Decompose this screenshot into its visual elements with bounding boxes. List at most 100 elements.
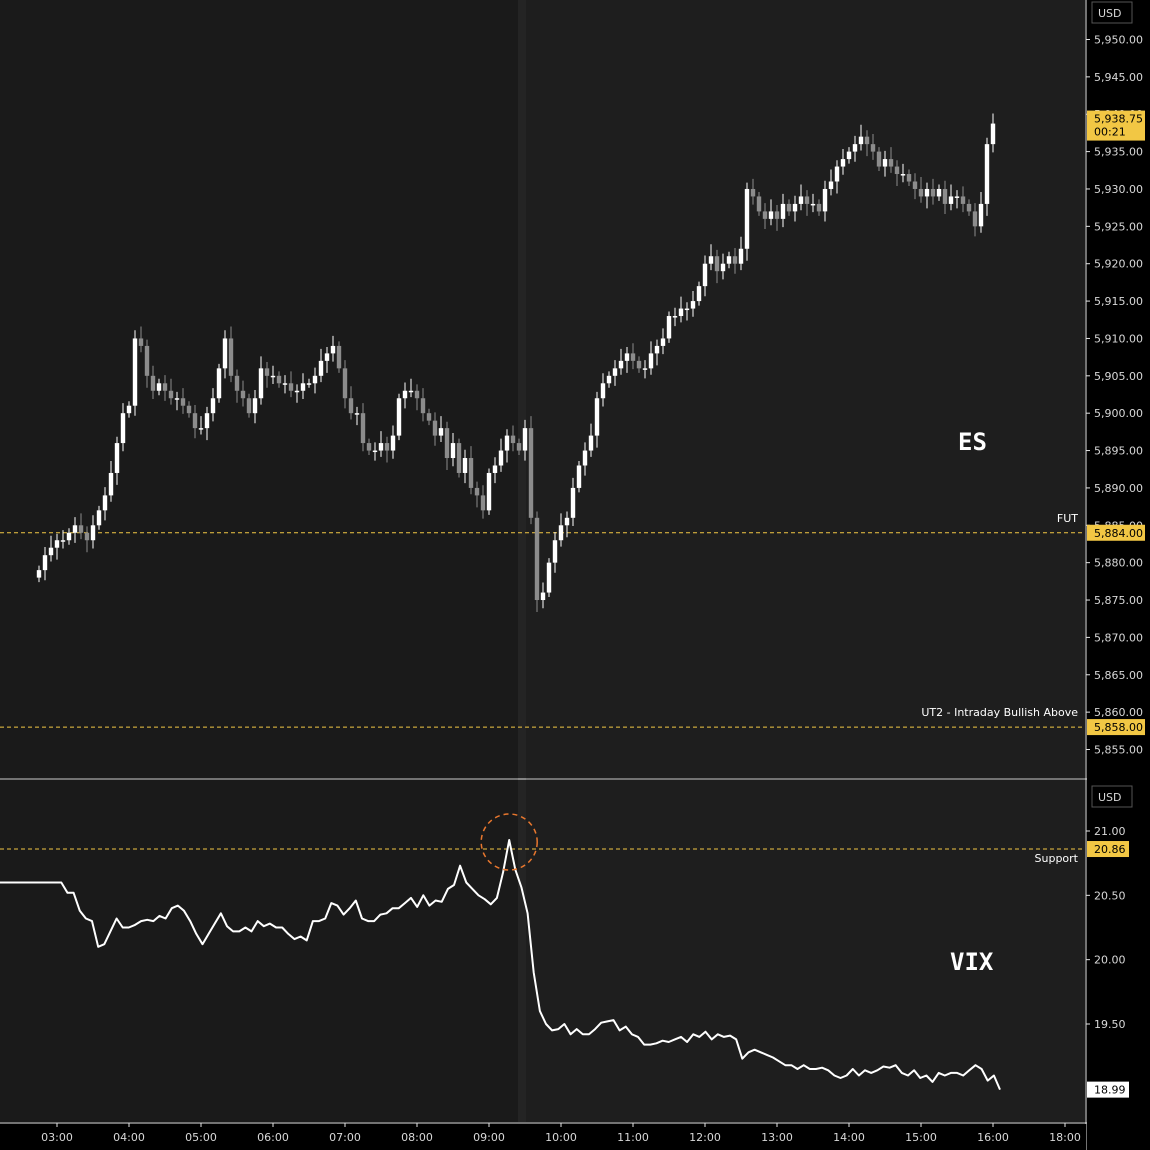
es-candle[interactable]	[348, 398, 354, 414]
es-candle[interactable]	[666, 316, 672, 339]
es-candle[interactable]	[570, 487, 576, 518]
es-candle[interactable]	[156, 383, 162, 391]
es-candle[interactable]	[744, 188, 750, 249]
es-candle[interactable]	[732, 256, 738, 264]
es-candle[interactable]	[192, 413, 198, 429]
es-candles[interactable]	[36, 113, 996, 612]
es-candle[interactable]	[378, 443, 384, 451]
es-candle[interactable]	[876, 151, 882, 167]
es-candle[interactable]	[114, 443, 120, 473]
es-candle[interactable]	[372, 450, 378, 453]
es-candle[interactable]	[432, 420, 438, 436]
es-candle[interactable]	[426, 413, 432, 421]
es-candle[interactable]	[174, 398, 180, 400]
es-candle[interactable]	[936, 188, 942, 197]
es-candle[interactable]	[240, 390, 246, 399]
es-candle[interactable]	[264, 368, 270, 376]
es-candle[interactable]	[858, 136, 864, 145]
es-candle[interactable]	[690, 301, 696, 309]
es-candle[interactable]	[162, 383, 168, 391]
es-candle[interactable]	[702, 263, 708, 287]
es-candle[interactable]	[258, 368, 264, 399]
es-candle[interactable]	[84, 532, 90, 541]
es-candle[interactable]	[54, 540, 60, 548]
es-candle[interactable]	[474, 487, 480, 496]
es-candle[interactable]	[864, 136, 870, 145]
es-candle[interactable]	[870, 144, 876, 152]
es-candle[interactable]	[816, 203, 822, 212]
es-candle[interactable]	[966, 203, 972, 212]
es-candle[interactable]	[144, 345, 150, 376]
es-candle[interactable]	[450, 443, 456, 459]
es-candle[interactable]	[270, 375, 276, 378]
es-candle[interactable]	[366, 443, 372, 451]
es-candle[interactable]	[942, 188, 948, 204]
es-candle[interactable]	[96, 510, 102, 526]
es-candle[interactable]	[342, 368, 348, 399]
es-candle[interactable]	[720, 263, 726, 272]
vix-line[interactable]	[0, 839, 1001, 1090]
es-candle[interactable]	[456, 443, 462, 473]
es-candle[interactable]	[810, 203, 816, 206]
es-candle[interactable]	[834, 166, 840, 182]
es-candle[interactable]	[396, 398, 402, 436]
currency-box[interactable]	[1091, 785, 1133, 808]
es-candle[interactable]	[354, 413, 360, 415]
es-candle[interactable]	[390, 435, 396, 451]
es-candle[interactable]	[408, 390, 414, 393]
es-candle[interactable]	[504, 435, 510, 451]
es-candle[interactable]	[210, 398, 216, 414]
last-price-tag[interactable]	[1087, 110, 1145, 141]
es-candle[interactable]	[576, 465, 582, 488]
es-candle[interactable]	[654, 345, 660, 354]
es-candle[interactable]	[222, 338, 228, 369]
es-candle[interactable]	[600, 383, 606, 399]
es-candle[interactable]	[438, 428, 444, 436]
es-candle[interactable]	[558, 525, 564, 541]
es-candle[interactable]	[906, 174, 912, 182]
es-candle[interactable]	[324, 353, 330, 361]
es-candle[interactable]	[924, 188, 930, 197]
es-candle[interactable]	[780, 203, 786, 219]
es-candle[interactable]	[336, 345, 342, 369]
es-candle[interactable]	[822, 188, 828, 212]
es-candle[interactable]	[318, 360, 324, 376]
es-candle[interactable]	[126, 405, 132, 414]
es-candle[interactable]	[516, 443, 522, 451]
es-candle[interactable]	[594, 398, 600, 436]
es-candle[interactable]	[546, 562, 552, 593]
es-candle[interactable]	[522, 428, 528, 451]
es-candle[interactable]	[978, 203, 984, 227]
es-candle[interactable]	[402, 390, 408, 399]
es-candle[interactable]	[948, 196, 954, 204]
vix-last-tag[interactable]	[1087, 1081, 1129, 1098]
es-candle[interactable]	[588, 435, 594, 451]
es-candle[interactable]	[180, 398, 186, 406]
es-candle[interactable]	[468, 458, 474, 488]
es-candle[interactable]	[534, 517, 540, 601]
price-axes[interactable]: USDUSD5,950.005,945.005,940.005,935.005,…	[1086, 0, 1150, 1150]
es-candle[interactable]	[492, 465, 498, 473]
currency-box[interactable]	[1091, 1, 1133, 24]
es-candle[interactable]	[48, 547, 54, 556]
es-candle[interactable]	[606, 375, 612, 384]
es-candle[interactable]	[894, 166, 900, 175]
es-candle[interactable]	[198, 428, 204, 430]
es-candle[interactable]	[642, 368, 648, 370]
es-candle[interactable]	[900, 174, 906, 176]
es-candle[interactable]	[738, 248, 744, 264]
es-candle[interactable]	[678, 308, 684, 317]
es-candle[interactable]	[312, 375, 318, 384]
level-price-tag[interactable]	[1087, 719, 1145, 736]
es-candle[interactable]	[648, 353, 654, 369]
es-candle[interactable]	[540, 592, 546, 601]
es-candle[interactable]	[414, 390, 420, 399]
es-candle[interactable]	[90, 525, 96, 541]
es-candle[interactable]	[72, 525, 78, 533]
es-candle[interactable]	[792, 203, 798, 212]
es-candle[interactable]	[462, 458, 468, 473]
es-candle[interactable]	[234, 375, 240, 391]
es-candle[interactable]	[762, 211, 768, 219]
support-price-tag[interactable]	[1087, 841, 1129, 858]
